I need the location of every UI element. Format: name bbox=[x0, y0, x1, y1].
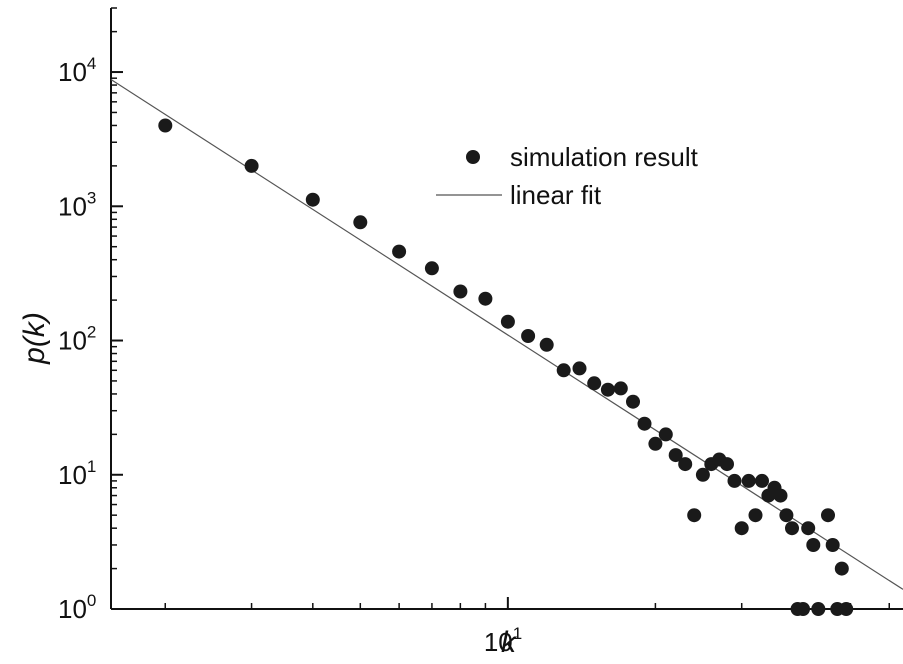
data-point bbox=[785, 521, 799, 536]
data-point bbox=[600, 382, 615, 397]
data-point bbox=[839, 602, 854, 616]
data-point bbox=[556, 363, 571, 378]
data-point bbox=[801, 521, 816, 536]
data-point bbox=[811, 602, 826, 616]
legend: simulation result linear fit bbox=[436, 142, 699, 210]
data-point bbox=[158, 118, 173, 133]
data-point bbox=[755, 473, 769, 488]
data-point bbox=[521, 329, 536, 343]
data-point bbox=[453, 284, 468, 299]
data-point bbox=[648, 436, 663, 451]
data-point bbox=[821, 508, 835, 523]
x-axis-title: k bbox=[501, 626, 518, 659]
data-point bbox=[658, 427, 673, 442]
data-point bbox=[779, 508, 794, 523]
linear-fit-line bbox=[110, 78, 903, 590]
data-point bbox=[678, 457, 693, 472]
y-tick-label: 104 bbox=[58, 54, 96, 87]
axis-ticks: 100 101 102 103 104 101 bbox=[58, 7, 891, 657]
data-point bbox=[773, 488, 788, 503]
y-tick-label: 102 bbox=[58, 323, 96, 356]
y-axis-title: p(k) bbox=[18, 312, 51, 365]
data-point bbox=[796, 602, 810, 616]
legend-point-marker bbox=[466, 150, 480, 164]
data-point bbox=[424, 261, 439, 276]
data-point bbox=[741, 473, 756, 488]
data-point bbox=[392, 244, 407, 259]
data-point bbox=[825, 538, 840, 552]
data-point bbox=[727, 473, 742, 488]
data-point bbox=[539, 337, 554, 352]
data-point bbox=[748, 508, 763, 523]
data-point bbox=[244, 158, 259, 173]
data-point bbox=[626, 394, 640, 409]
legend-label-line: linear fit bbox=[510, 180, 602, 210]
y-tick-label: 100 bbox=[58, 591, 96, 624]
data-point bbox=[305, 192, 320, 207]
data-point bbox=[353, 215, 368, 230]
data-point bbox=[806, 538, 821, 552]
data-point bbox=[687, 508, 702, 523]
data-point bbox=[668, 448, 683, 463]
y-tick-label: 103 bbox=[58, 188, 96, 221]
data-point bbox=[572, 361, 587, 376]
y-tick-label: 101 bbox=[58, 457, 96, 490]
legend-label-points: simulation result bbox=[510, 142, 699, 172]
data-point bbox=[734, 521, 749, 536]
data-point bbox=[637, 416, 652, 431]
data-point bbox=[613, 381, 628, 396]
data-point bbox=[720, 457, 734, 472]
data-point bbox=[500, 314, 515, 329]
points-layer bbox=[158, 118, 854, 616]
data-point bbox=[834, 561, 849, 576]
fit-line-layer bbox=[110, 78, 903, 590]
data-point bbox=[695, 467, 710, 482]
data-point bbox=[478, 291, 493, 306]
data-point bbox=[587, 376, 602, 391]
x-tick-label: 101 bbox=[484, 624, 522, 657]
